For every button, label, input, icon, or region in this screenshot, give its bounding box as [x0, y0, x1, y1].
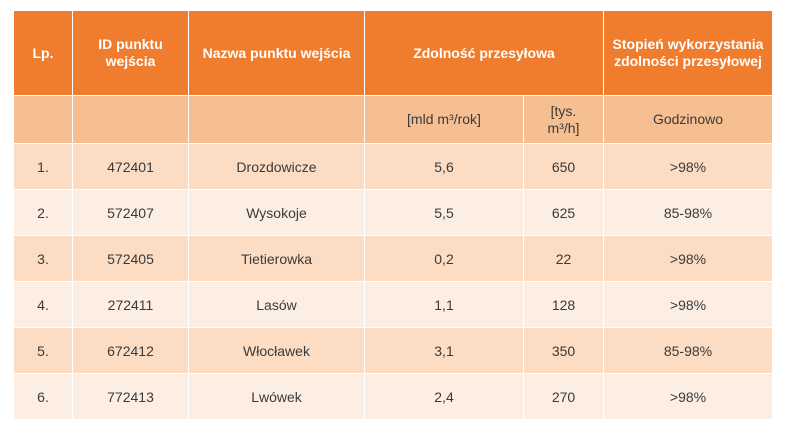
cell-id: 772413: [72, 373, 189, 420]
cell-lp: 6.: [13, 373, 73, 420]
cell-lp: 1.: [13, 143, 73, 190]
header-lp: Lp.: [13, 10, 73, 96]
cell-name: Drozdowicze: [188, 143, 365, 190]
entry-points-table: Lp. ID punktu wejścia Nazwa punktu wejśc…: [13, 10, 773, 420]
cell-id: 572407: [72, 189, 189, 236]
cell-name: Lasów: [188, 281, 365, 328]
cell-hour: 128: [523, 281, 604, 328]
cell-lp: 4.: [13, 281, 73, 328]
cell-hour: 650: [523, 143, 604, 190]
cell-usage: 85-98%: [603, 189, 773, 236]
cell-year: 3,1: [364, 327, 524, 374]
cell-id: 272411: [72, 281, 189, 328]
header-usage: Stopień wykorzystania zdolności przesyło…: [603, 10, 773, 96]
header-id: ID punktu wejścia: [72, 10, 189, 96]
header-id-text: ID punktu wejścia: [98, 36, 163, 69]
cell-hour: 270: [523, 373, 604, 420]
cell-year: 5,6: [364, 143, 524, 190]
subheader-lp: [13, 95, 73, 144]
table-row: 1. 472401 Drozdowicze 5,6 650 >98%: [13, 143, 773, 190]
header-usage-text: Stopień wykorzystania zdolności przesyło…: [612, 36, 764, 69]
cell-usage: 85-98%: [603, 327, 773, 374]
cell-hour: 350: [523, 327, 604, 374]
cell-id: 672412: [72, 327, 189, 374]
cell-hour: 625: [523, 189, 604, 236]
cell-name: Tietierowka: [188, 235, 365, 282]
cell-lp: 5.: [13, 327, 73, 374]
cell-hour: 22: [523, 235, 604, 282]
cell-lp: 3.: [13, 235, 73, 282]
header-name: Nazwa punktu wejścia: [188, 10, 365, 96]
cell-name: Włocławek: [188, 327, 365, 374]
subheader-name: [188, 95, 365, 144]
table-row: 6. 772413 Lwówek 2,4 270 >98%: [13, 373, 773, 420]
subheader-row: [mld m³/rok] [tys. m³/h] Godzinowo: [13, 95, 773, 144]
cell-name: Lwówek: [188, 373, 365, 420]
subheader-usage: Godzinowo: [603, 95, 773, 144]
cell-id: 572405: [72, 235, 189, 282]
cell-lp: 2.: [13, 189, 73, 236]
cell-year: 1,1: [364, 281, 524, 328]
cell-year: 5,5: [364, 189, 524, 236]
table-row: 5. 672412 Włocławek 3,1 350 85-98%: [13, 327, 773, 374]
cell-usage: >98%: [603, 143, 773, 190]
subheader-id: [72, 95, 189, 144]
cell-usage: >98%: [603, 281, 773, 328]
table-container: Lp. ID punktu wejścia Nazwa punktu wejśc…: [13, 10, 773, 420]
cell-usage: >98%: [603, 235, 773, 282]
table-row: 4. 272411 Lasów 1,1 128 >98%: [13, 281, 773, 328]
cell-id: 472401: [72, 143, 189, 190]
cell-usage: >98%: [603, 373, 773, 420]
header-row: Lp. ID punktu wejścia Nazwa punktu wejśc…: [13, 10, 773, 96]
subheader-unit-year: [mld m³/rok]: [364, 95, 524, 144]
cell-name: Wysokoje: [188, 189, 365, 236]
subheader-unit-hour: [tys. m³/h]: [523, 95, 604, 144]
header-capacity: Zdolność przesyłowa: [364, 10, 604, 96]
subheader-unit-hour-text: [tys. m³/h]: [547, 102, 580, 136]
cell-year: 0,2: [364, 235, 524, 282]
cell-year: 2,4: [364, 373, 524, 420]
table-row: 2. 572407 Wysokoje 5,5 625 85-98%: [13, 189, 773, 236]
table-row: 3. 572405 Tietierowka 0,2 22 >98%: [13, 235, 773, 282]
